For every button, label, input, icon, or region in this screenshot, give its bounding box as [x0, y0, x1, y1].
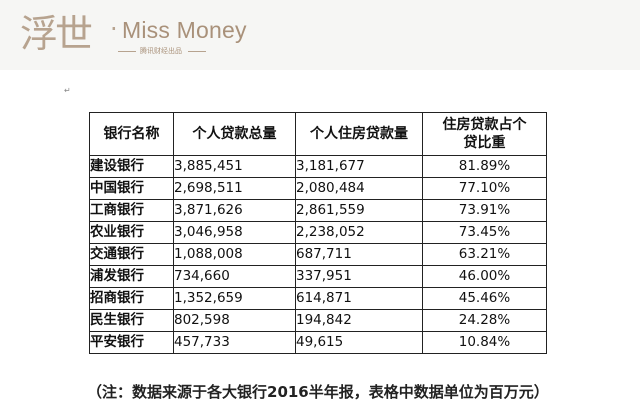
footnote: （注：数据来源于各大银行2016半年报，表格中数据单位为百万元） [87, 383, 549, 401]
table-row: 招商银行 1,352,659 614,871 45.46% [89, 287, 547, 310]
logo-separator: · [110, 15, 118, 43]
cell-total-loans: 2,698,511 [173, 177, 296, 200]
cell-bank-name: 中国银行 [89, 177, 174, 200]
table-row: 建设银行 3,885,451 3,181,677 81.89% [89, 155, 547, 178]
cell-total-loans: 802,598 [173, 309, 296, 332]
cell-housing-ratio: 24.28% [422, 309, 547, 332]
cell-housing-loans: 3,181,677 [295, 155, 423, 178]
cell-bank-name: 浦发银行 [89, 265, 174, 288]
bank-loan-table: 银行名称 个人贷款总量 个人住房贷款量 住房贷款占个贷比重 建设银行 3,885,… [89, 112, 547, 354]
table-row: 工商银行 3,871,626 2,861,559 73.91% [89, 199, 547, 222]
cell-housing-loans: 2,080,484 [295, 177, 423, 200]
header-housing-loans: 个人住房贷款量 [295, 112, 423, 156]
paragraph-mark: ↵ [64, 86, 71, 95]
cell-housing-loans: 49,615 [295, 331, 423, 354]
cell-total-loans: 457,733 [173, 331, 296, 354]
cell-total-loans: 3,046,958 [173, 221, 296, 244]
cell-housing-ratio: 45.46% [422, 287, 547, 310]
cell-housing-ratio: 46.00% [422, 265, 547, 288]
table-row: 交通银行 1,088,008 687,711 63.21% [89, 243, 547, 266]
table-row: 民生银行 802,598 194,842 24.28% [89, 309, 547, 332]
cell-housing-loans: 194,842 [295, 309, 423, 332]
cell-housing-loans: 614,871 [295, 287, 423, 310]
cell-housing-loans: 687,711 [295, 243, 423, 266]
cell-housing-ratio: 81.89% [422, 155, 547, 178]
cell-bank-name: 农业银行 [89, 221, 174, 244]
cell-bank-name: 民生银行 [89, 309, 174, 332]
header-housing-ratio: 住房贷款占个贷比重 [422, 112, 547, 156]
logo-chinese: 浮世 [20, 12, 93, 56]
cell-bank-name: 招商银行 [89, 287, 174, 310]
cell-housing-ratio: 73.91% [422, 199, 547, 222]
cell-housing-ratio: 77.10% [422, 177, 547, 200]
cell-housing-ratio: 10.84% [422, 331, 547, 354]
table-header-row: 银行名称 个人贷款总量 个人住房贷款量 住房贷款占个贷比重 [89, 112, 547, 156]
table-row: 中国银行 2,698,511 2,080,484 77.10% [89, 177, 547, 200]
header-bank-name: 银行名称 [89, 112, 174, 156]
table-row: 浦发银行 734,660 337,951 46.00% [89, 265, 547, 288]
logo-subtitle: 腾讯财经出品 [140, 47, 182, 55]
cell-housing-loans: 337,951 [295, 265, 423, 288]
cell-total-loans: 1,088,008 [173, 243, 296, 266]
cell-bank-name: 交通银行 [89, 243, 174, 266]
logo-english: Miss Money [122, 17, 247, 43]
cell-bank-name: 建设银行 [89, 155, 174, 178]
cell-total-loans: 734,660 [173, 265, 296, 288]
logo-sub-line-left [118, 51, 136, 52]
cell-housing-ratio: 63.21% [422, 243, 547, 266]
cell-total-loans: 3,871,626 [173, 199, 296, 222]
logo-sub-line-right [188, 51, 206, 52]
cell-housing-loans: 2,861,559 [295, 199, 423, 222]
table-row: 农业银行 3,046,958 2,238,052 73.45% [89, 221, 547, 244]
header-total-loans: 个人贷款总量 [173, 112, 296, 156]
cell-housing-loans: 2,238,052 [295, 221, 423, 244]
table-row: 平安银行 457,733 49,615 10.84% [89, 331, 547, 354]
cell-total-loans: 3,885,451 [173, 155, 296, 178]
cell-bank-name: 工商银行 [89, 199, 174, 222]
cell-bank-name: 平安银行 [89, 331, 174, 354]
header-banner: 浮世 · Miss Money 腾讯财经出品 [0, 0, 640, 70]
cell-total-loans: 1,352,659 [173, 287, 296, 310]
cell-housing-ratio: 73.45% [422, 221, 547, 244]
